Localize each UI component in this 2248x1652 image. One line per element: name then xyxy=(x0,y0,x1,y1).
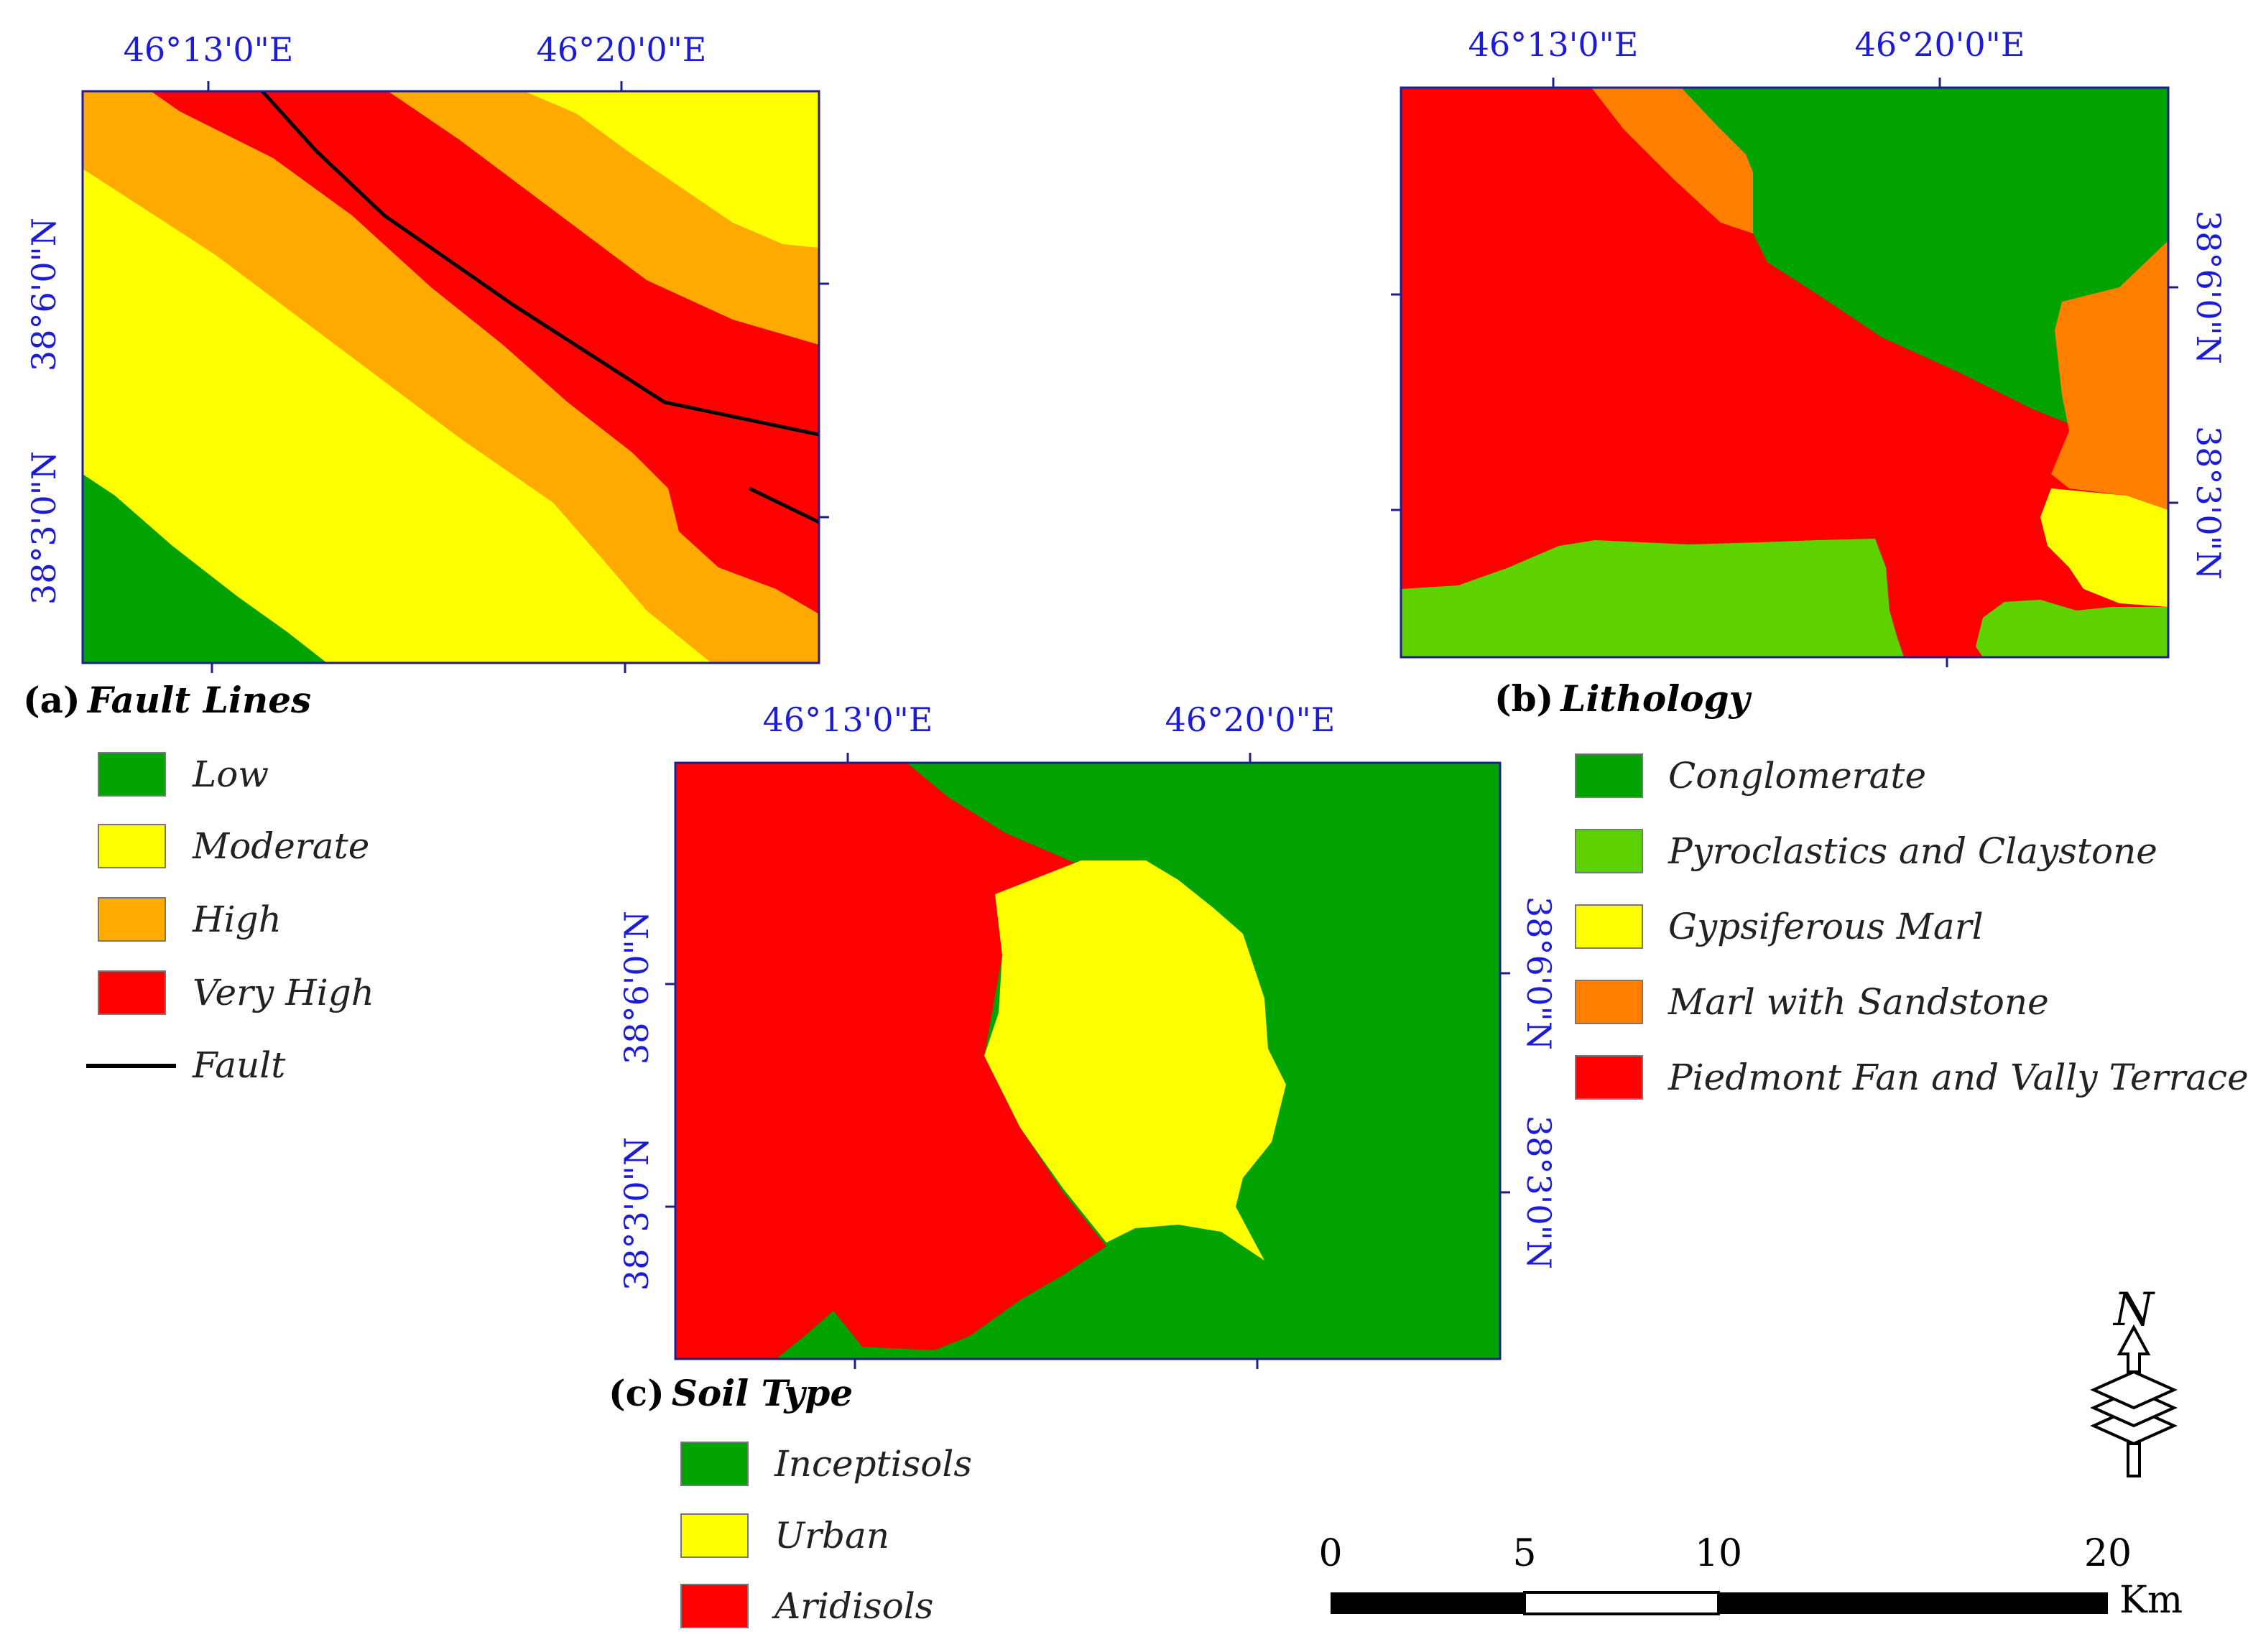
unit-pyroclastics xyxy=(1401,539,1904,657)
soil-aridisols xyxy=(675,763,1106,1359)
scale-tick-5: 5 xyxy=(1512,1532,1536,1575)
scale-seg-0-5 xyxy=(1331,1592,1525,1614)
lat-label-b-2: 38°3'0"N xyxy=(2189,426,2228,580)
panel-c: 46°13'0"E 46°20'0"E 38°6'0"N 38°3'0"N 38… xyxy=(609,700,1558,1628)
legend-a-label-fault: Fault xyxy=(192,1044,286,1086)
lithology-map xyxy=(1401,88,2168,657)
panel-b-title-text: Lithology xyxy=(1559,677,1752,720)
unit-marl-sandstone-right xyxy=(2051,241,2168,510)
legend-a-label-moderate: Moderate xyxy=(192,825,369,867)
legend-c: Inceptisols Urban Aridisols xyxy=(680,1442,972,1628)
legend-c-label-1: Urban xyxy=(774,1515,889,1556)
panel-c-label: (c) xyxy=(609,1372,665,1414)
legend-c-label-2: Aridisols xyxy=(772,1585,933,1627)
panel-b-title: (b) Lithology xyxy=(1494,677,1752,720)
frame-a xyxy=(81,90,820,664)
lat-label-c-2: 38°3'0"N xyxy=(617,1137,656,1291)
lon-label-c-2: 46°20'0"E xyxy=(1165,700,1336,739)
legend-b-swatch-4 xyxy=(1575,1055,1643,1100)
legend-c-label-0: Inceptisols xyxy=(774,1443,972,1485)
panel-a-title-text: Fault Lines xyxy=(86,679,311,721)
unit-conglomerate xyxy=(1681,88,2168,424)
legend-c-swatch-1 xyxy=(680,1513,749,1558)
fault-line-main xyxy=(261,91,819,437)
lon-label-a-1: 46°13'0"E xyxy=(124,30,294,69)
legend-a-swatch-high xyxy=(98,897,166,942)
unit-marl-sandstone-top xyxy=(1591,88,1753,233)
legend-b-swatch-0 xyxy=(1575,753,1643,798)
zone-high-band xyxy=(83,91,819,663)
legend-b: Conglomerate Pyroclastics and Claystone … xyxy=(1575,753,2248,1100)
legend-b-label-1: Pyroclastics and Claystone xyxy=(1668,830,2157,872)
panel-c-title-text: Soil Type xyxy=(672,1372,853,1414)
lon-label-b-1: 46°13'0"E xyxy=(1468,25,1639,64)
legend-a-swatch-low xyxy=(98,752,166,797)
panel-a-title: (a) Fault Lines xyxy=(23,679,311,721)
legend-b-swatch-2 xyxy=(1575,904,1643,949)
lat-label-c-1: 38°6'0"N xyxy=(617,911,656,1064)
scale-bar: 0 5 10 20 Km xyxy=(1318,1532,2183,1622)
legend-b-swatch-3 xyxy=(1575,980,1643,1024)
panel-a: 46°13'0"E 46°20'0"E 38°6'0"N 38°3'0"N (a… xyxy=(23,30,829,1086)
panel-c-title: (c) Soil Type xyxy=(609,1372,853,1414)
scale-tick-10: 10 xyxy=(1695,1532,1742,1575)
fault-line-short xyxy=(748,486,819,524)
panel-b: 46°13'0"E 46°20'0"E 38°6'0"N 38°3'0"N (b… xyxy=(1391,25,2248,1100)
north-arrow-tail-icon xyxy=(2127,1442,2141,1477)
fault-map xyxy=(83,91,819,663)
lat-label-a-1: 38°6'0"N xyxy=(24,218,63,371)
north-arrow: N xyxy=(2090,1284,2178,1477)
unit-gypsiferous-marl xyxy=(2040,488,2168,607)
frame-c xyxy=(674,761,1502,1360)
legend-b-label-4: Piedmont Fan and Vally Terrace xyxy=(1668,1057,2248,1098)
lat-label-c-4: 38°3'0"N xyxy=(1520,1115,1558,1269)
lon-label-b-2: 46°20'0"E xyxy=(1855,25,2025,64)
frame-b xyxy=(1400,86,2170,659)
zone-very-high-band xyxy=(151,91,819,614)
legend-c-swatch-0 xyxy=(680,1442,749,1486)
zone-low xyxy=(83,474,327,663)
panel-b-label: (b) xyxy=(1494,677,1553,720)
legend-a: Low Moderate High Very High Fault xyxy=(86,752,374,1086)
legend-a-label-low: Low xyxy=(192,753,269,795)
zone-moderate-upper xyxy=(524,91,819,248)
lat-label-c-3: 38°6'0"N xyxy=(1520,896,1558,1050)
lat-label-b-1: 38°6'0"N xyxy=(2189,210,2228,364)
north-arrow-layer-1-icon xyxy=(2090,1370,2178,1410)
legend-a-swatch-very-high xyxy=(98,970,166,1015)
scale-seg-10-20 xyxy=(1719,1592,2108,1614)
soil-map xyxy=(675,763,1500,1359)
legend-a-swatch-moderate xyxy=(98,824,166,868)
scale-tick-20: 20 xyxy=(2084,1532,2132,1575)
lat-label-a-2: 38°3'0"N xyxy=(24,451,63,605)
legend-a-label-very-high: Very High xyxy=(193,972,374,1013)
legend-b-label-3: Marl with Sandstone xyxy=(1668,981,2049,1023)
scale-seg-5-10 xyxy=(1523,1591,1720,1615)
legend-b-label-2: Gypsiferous Marl xyxy=(1668,906,1984,947)
panel-a-label: (a) xyxy=(23,679,80,721)
scale-tick-0: 0 xyxy=(1318,1532,1342,1575)
lon-label-a-2: 46°20'0"E xyxy=(537,30,707,69)
unit-pyroclastics-right xyxy=(1976,600,2168,657)
legend-a-label-high: High xyxy=(192,899,282,940)
lon-label-c-1: 46°13'0"E xyxy=(763,700,933,739)
legend-b-label-0: Conglomerate xyxy=(1668,755,1926,797)
soil-urban xyxy=(984,860,1286,1261)
legend-b-swatch-1 xyxy=(1575,829,1643,873)
scale-unit: Km xyxy=(2119,1579,2183,1622)
legend-c-swatch-2 xyxy=(680,1584,749,1628)
